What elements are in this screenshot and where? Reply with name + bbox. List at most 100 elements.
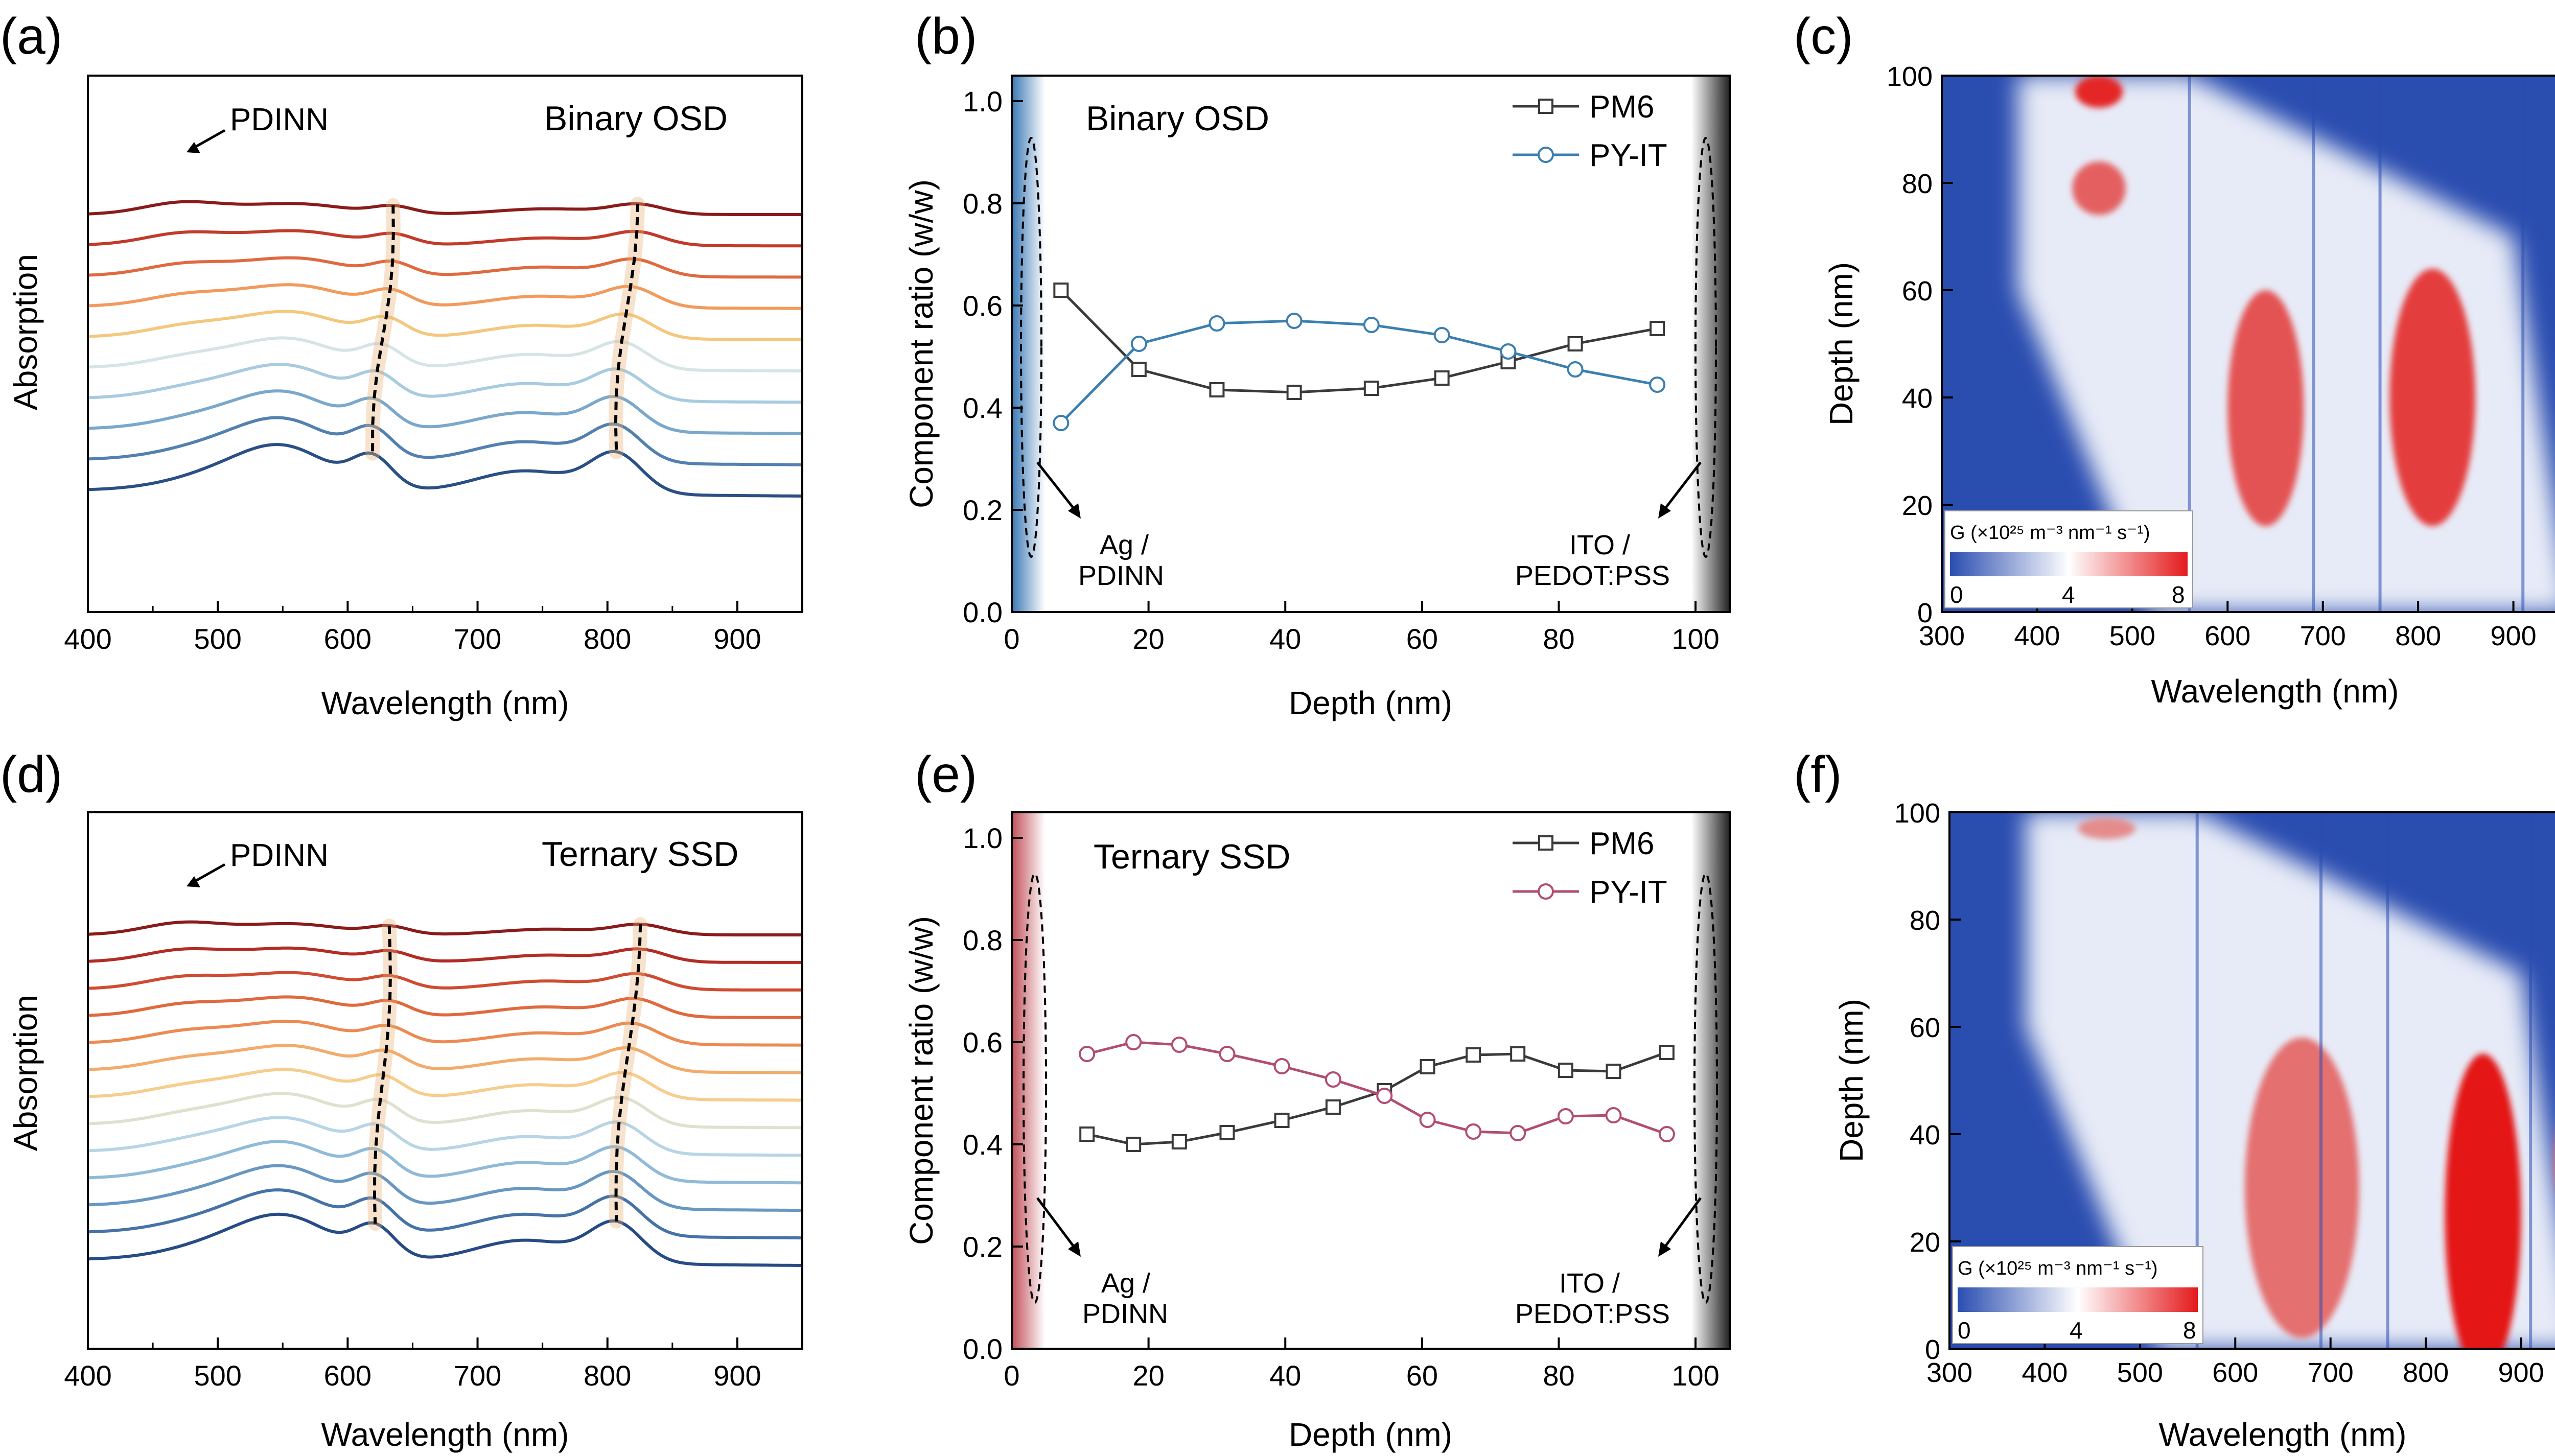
plot-b-legend: PM6 PY-IT <box>1513 89 1667 173</box>
panel-f: 3004005006007008009001000020406080100 G … <box>1833 798 2555 1453</box>
absorption-curve <box>87 1044 801 1074</box>
y-tick-label: 60 <box>1902 276 1933 307</box>
x-tick-label: 40 <box>1269 623 1301 655</box>
plot-e-series <box>1079 1034 1675 1152</box>
plot-a-curves <box>87 200 801 498</box>
plot-c-frame <box>1941 75 2555 613</box>
absorption-curve <box>87 363 801 404</box>
plot-d-peak-arrow <box>187 863 226 887</box>
plot-a-xticks: 400 500 600 700 800 900 <box>64 601 761 655</box>
absorption-curve <box>87 229 801 248</box>
x-tick-label: 20 <box>1132 623 1164 655</box>
plot-f-frame <box>1948 811 2555 1350</box>
heatmap-streak <box>2386 812 2389 1349</box>
x-tick-label: 800 <box>2395 621 2441 651</box>
y-tick-label: 0.0 <box>963 1333 1003 1365</box>
absorption-curve <box>87 995 801 1019</box>
data-point-circle <box>1273 1058 1290 1074</box>
heatmap-streak <box>2529 812 2533 1349</box>
y-tick-label: 20 <box>1902 490 1933 521</box>
plot-f-heatmap <box>1949 812 2555 1349</box>
y-tick-label: 1.0 <box>963 822 1003 854</box>
plot-c-ylabel: Depth (nm) <box>1823 262 1860 426</box>
plot-b-note-left-1: Ag / <box>1100 530 1149 560</box>
x-tick-label: 0 <box>1004 623 1019 655</box>
x-tick-label: 0 <box>1004 1359 1019 1392</box>
data-point-square <box>1079 1126 1095 1142</box>
x-tick-label: 400 <box>2014 621 2060 651</box>
data-point-square <box>1650 321 1665 336</box>
absorption-curve <box>87 920 801 936</box>
plot-b-axes: 0 20 40 60 80 100 0.0 0.2 0.4 0.6 0.8 1.0 <box>963 85 1720 655</box>
data-point-circle <box>1209 315 1225 332</box>
data-point-circle <box>1171 1037 1188 1053</box>
x-tick-label: 600 <box>2204 621 2250 651</box>
data-point-square <box>1274 1113 1290 1128</box>
data-point-circle <box>1125 1034 1142 1050</box>
plot-d-tracks <box>367 917 648 1231</box>
x-tick-label: 40 <box>1269 1359 1301 1392</box>
legend-marker <box>1538 99 1553 114</box>
heatmap-streak <box>2188 76 2191 612</box>
data-point-circle <box>1053 415 1070 431</box>
x-tick-label: 500 <box>2117 1357 2163 1388</box>
panel-label-d: (d) <box>0 746 62 803</box>
plot-b-edge-left <box>1012 76 1045 612</box>
plot-b-title: Binary OSD <box>1086 99 1269 138</box>
panel-e: 0 20 40 60 80 100 0.0 0.2 0.4 0.6 0.8 1.0 Ternary S… <box>903 811 1731 1453</box>
data-point-square <box>1659 1045 1675 1060</box>
x-tick-label: 300 <box>1926 1357 1972 1388</box>
panel-label-e: (e) <box>915 746 977 803</box>
plot-c-heatmap <box>1942 76 2555 612</box>
legend-marker <box>1538 835 1553 851</box>
absorption-curve <box>87 443 801 498</box>
absorption-curve <box>87 1068 801 1102</box>
plot-b-ellipse-left <box>1020 137 1042 558</box>
plot-e-xlabel: Depth (nm) <box>1289 1416 1452 1453</box>
legend-marker <box>1538 147 1554 163</box>
y-tick-label: 40 <box>1910 1120 1940 1150</box>
x-tick-label: 600 <box>324 623 371 655</box>
heatmap-streak <box>2378 76 2382 612</box>
peak-track <box>371 205 395 454</box>
plot-a-title: Binary OSD <box>544 99 728 138</box>
plot-f-ylabel: Depth (nm) <box>1833 999 1870 1162</box>
plot-f-axes: 3004005006007008009001000020406080100 <box>1894 798 2544 1388</box>
plot-b-series <box>1053 283 1666 431</box>
y-tick-label: 100 <box>1887 61 1933 92</box>
data-point-square <box>1126 1137 1142 1152</box>
legend-label: PM6 <box>1589 826 1654 861</box>
panel-label-c: (c) <box>1794 8 1853 65</box>
plot-e-arrow-left <box>1036 1197 1081 1257</box>
data-point-circle <box>1376 1088 1393 1104</box>
data-point-square <box>1606 1064 1621 1079</box>
data-point-circle <box>1557 1108 1574 1124</box>
plot-a-tracks <box>365 197 645 461</box>
panel-c: 3004005006007008009001000020406080100 G … <box>1823 61 2555 710</box>
x-tick-label: 500 <box>2109 621 2155 651</box>
heatmap-hotspot <box>2072 161 2126 215</box>
panel-label-b: (b) <box>915 8 977 65</box>
heatmap-hotspot <box>2227 290 2304 526</box>
x-tick-label: 600 <box>2212 1357 2258 1388</box>
x-tick-label: 500 <box>194 623 241 655</box>
panel-label-f: (f) <box>1794 746 1842 803</box>
y-tick-label: 100 <box>1894 798 1940 829</box>
y-tick-label: 0 <box>1917 598 1933 628</box>
panel-a: 400 500 600 700 800 900 Binary OSD PDINN Wave… <box>7 75 803 721</box>
data-point-square <box>1131 362 1147 377</box>
x-tick-label: 300 <box>1919 621 1965 651</box>
heatmap-hotspot <box>2445 1053 2521 1349</box>
plot-d-title: Ternary SSD <box>542 835 738 874</box>
plot-f-colorbar: G (×10²⁵ m⁻³ nm⁻¹ s⁻¹) 0 4 8 <box>1952 1246 2203 1344</box>
data-point-circle <box>1500 343 1517 360</box>
plot-e-arrow-right <box>1658 1197 1702 1257</box>
y-tick-label: 80 <box>1902 169 1933 199</box>
x-tick-label: 400 <box>64 623 111 655</box>
plot-b-note-right-2: PEDOT:PSS <box>1515 560 1670 591</box>
plot-d-curves <box>87 920 801 1267</box>
absorption-curve <box>87 1092 801 1130</box>
panel-b: 0 20 40 60 80 100 0.0 0.2 0.4 0.6 0.8 1.0 Binary OS… <box>903 75 1731 721</box>
data-point-square <box>1434 370 1450 386</box>
x-tick-label: 100 <box>1671 623 1719 655</box>
